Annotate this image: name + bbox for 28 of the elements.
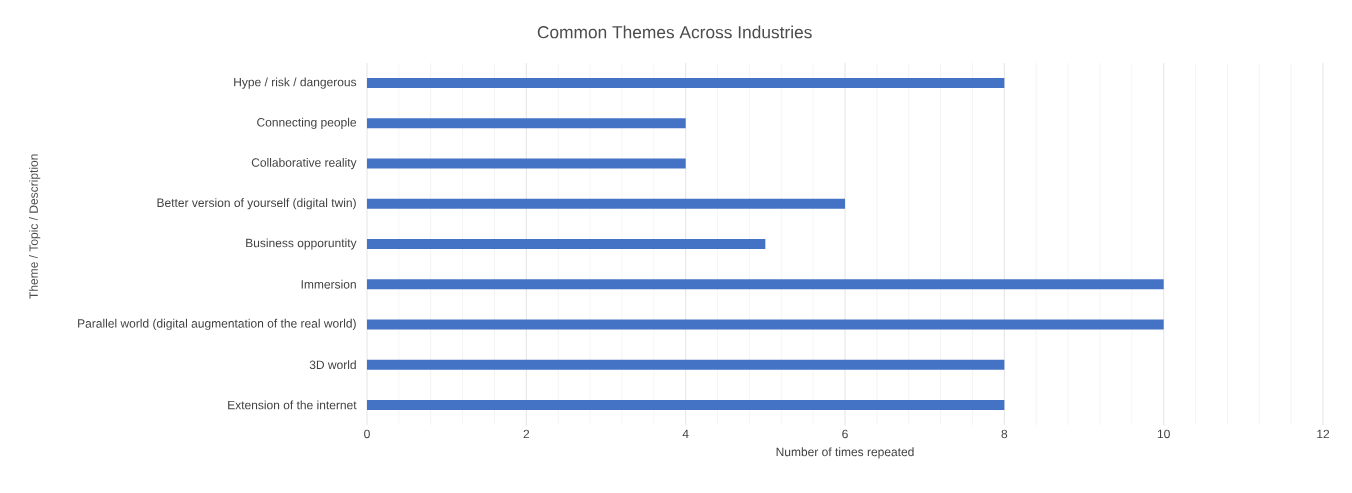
- x-tick-label: 12: [1317, 429, 1330, 439]
- y-axis-title: Theme / Topic / Description: [29, 154, 41, 299]
- y-tick-label: Connecting people: [257, 117, 357, 129]
- y-tick-label: Business opporuntity: [246, 238, 357, 250]
- x-tick-label: 4: [682, 429, 689, 438]
- y-tick-label: Collaborative reality: [251, 157, 357, 170]
- y-tick-label: Parallel world (digital augmentation of the real world): [78, 318, 356, 331]
- x-tick-label: 10: [1157, 429, 1170, 439]
- y-tick-label: Better version of yourself (digital twin): [157, 198, 356, 210]
- bar: [367, 319, 1164, 330]
- x-tick-label: 0: [364, 429, 370, 439]
- x-tick-label: 8: [1001, 429, 1008, 439]
- y-tick-label: Hype / risk / dangerous: [234, 77, 357, 89]
- bar: [367, 359, 1005, 370]
- bar: [367, 279, 1164, 290]
- x-tick-label: 6: [842, 429, 848, 439]
- bar: [367, 399, 1005, 410]
- y-tick-label: Immersion: [301, 279, 356, 289]
- y-tick-label: 3D world: [309, 360, 356, 370]
- y-tick-label: Extension of the internet: [228, 400, 357, 410]
- x-tick-label: 2: [523, 429, 530, 439]
- bar: [367, 78, 1005, 89]
- x-axis-title: Number of times repeated: [776, 447, 914, 459]
- bar: [367, 158, 686, 169]
- bar: [367, 198, 846, 209]
- chart-title: Common Themes Across Industries: [537, 25, 812, 39]
- bar: [367, 118, 686, 129]
- bar: [367, 239, 766, 249]
